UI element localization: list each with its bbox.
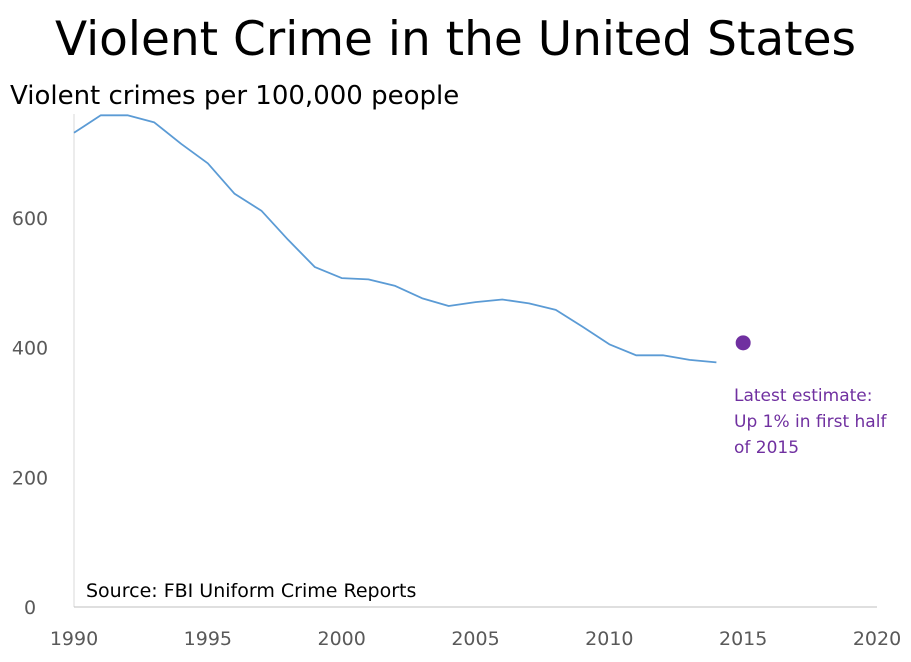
x-tick-label: 2010 <box>585 628 633 650</box>
series-line-0 <box>73 114 717 364</box>
y-tick-label: 400 <box>12 338 48 360</box>
x-tick-label: 1990 <box>50 628 98 650</box>
source-note: Source: FBI Uniform Crime Reports <box>86 580 416 602</box>
y-tick-label: 0 <box>24 597 36 619</box>
y-axis-label: Violent crimes per 100,000 people <box>10 81 460 111</box>
estimate-annotation-line: Latest estimate: <box>734 386 872 406</box>
x-tick-label: 2020 <box>853 628 901 650</box>
x-tick-label: 2000 <box>317 628 365 650</box>
estimate-annotation-line: of 2015 <box>734 438 799 458</box>
x-tick-label: 2015 <box>719 628 767 650</box>
estimate-marker <box>735 335 751 351</box>
y-tick-label: 600 <box>12 208 48 230</box>
chart-title: Violent Crime in the United States <box>54 12 857 67</box>
estimate-annotation-line: Up 1% in first half <box>734 412 887 432</box>
x-tick-label: 1995 <box>184 628 232 650</box>
y-tick-label: 200 <box>12 467 48 489</box>
x-tick-label: 2005 <box>451 628 499 650</box>
